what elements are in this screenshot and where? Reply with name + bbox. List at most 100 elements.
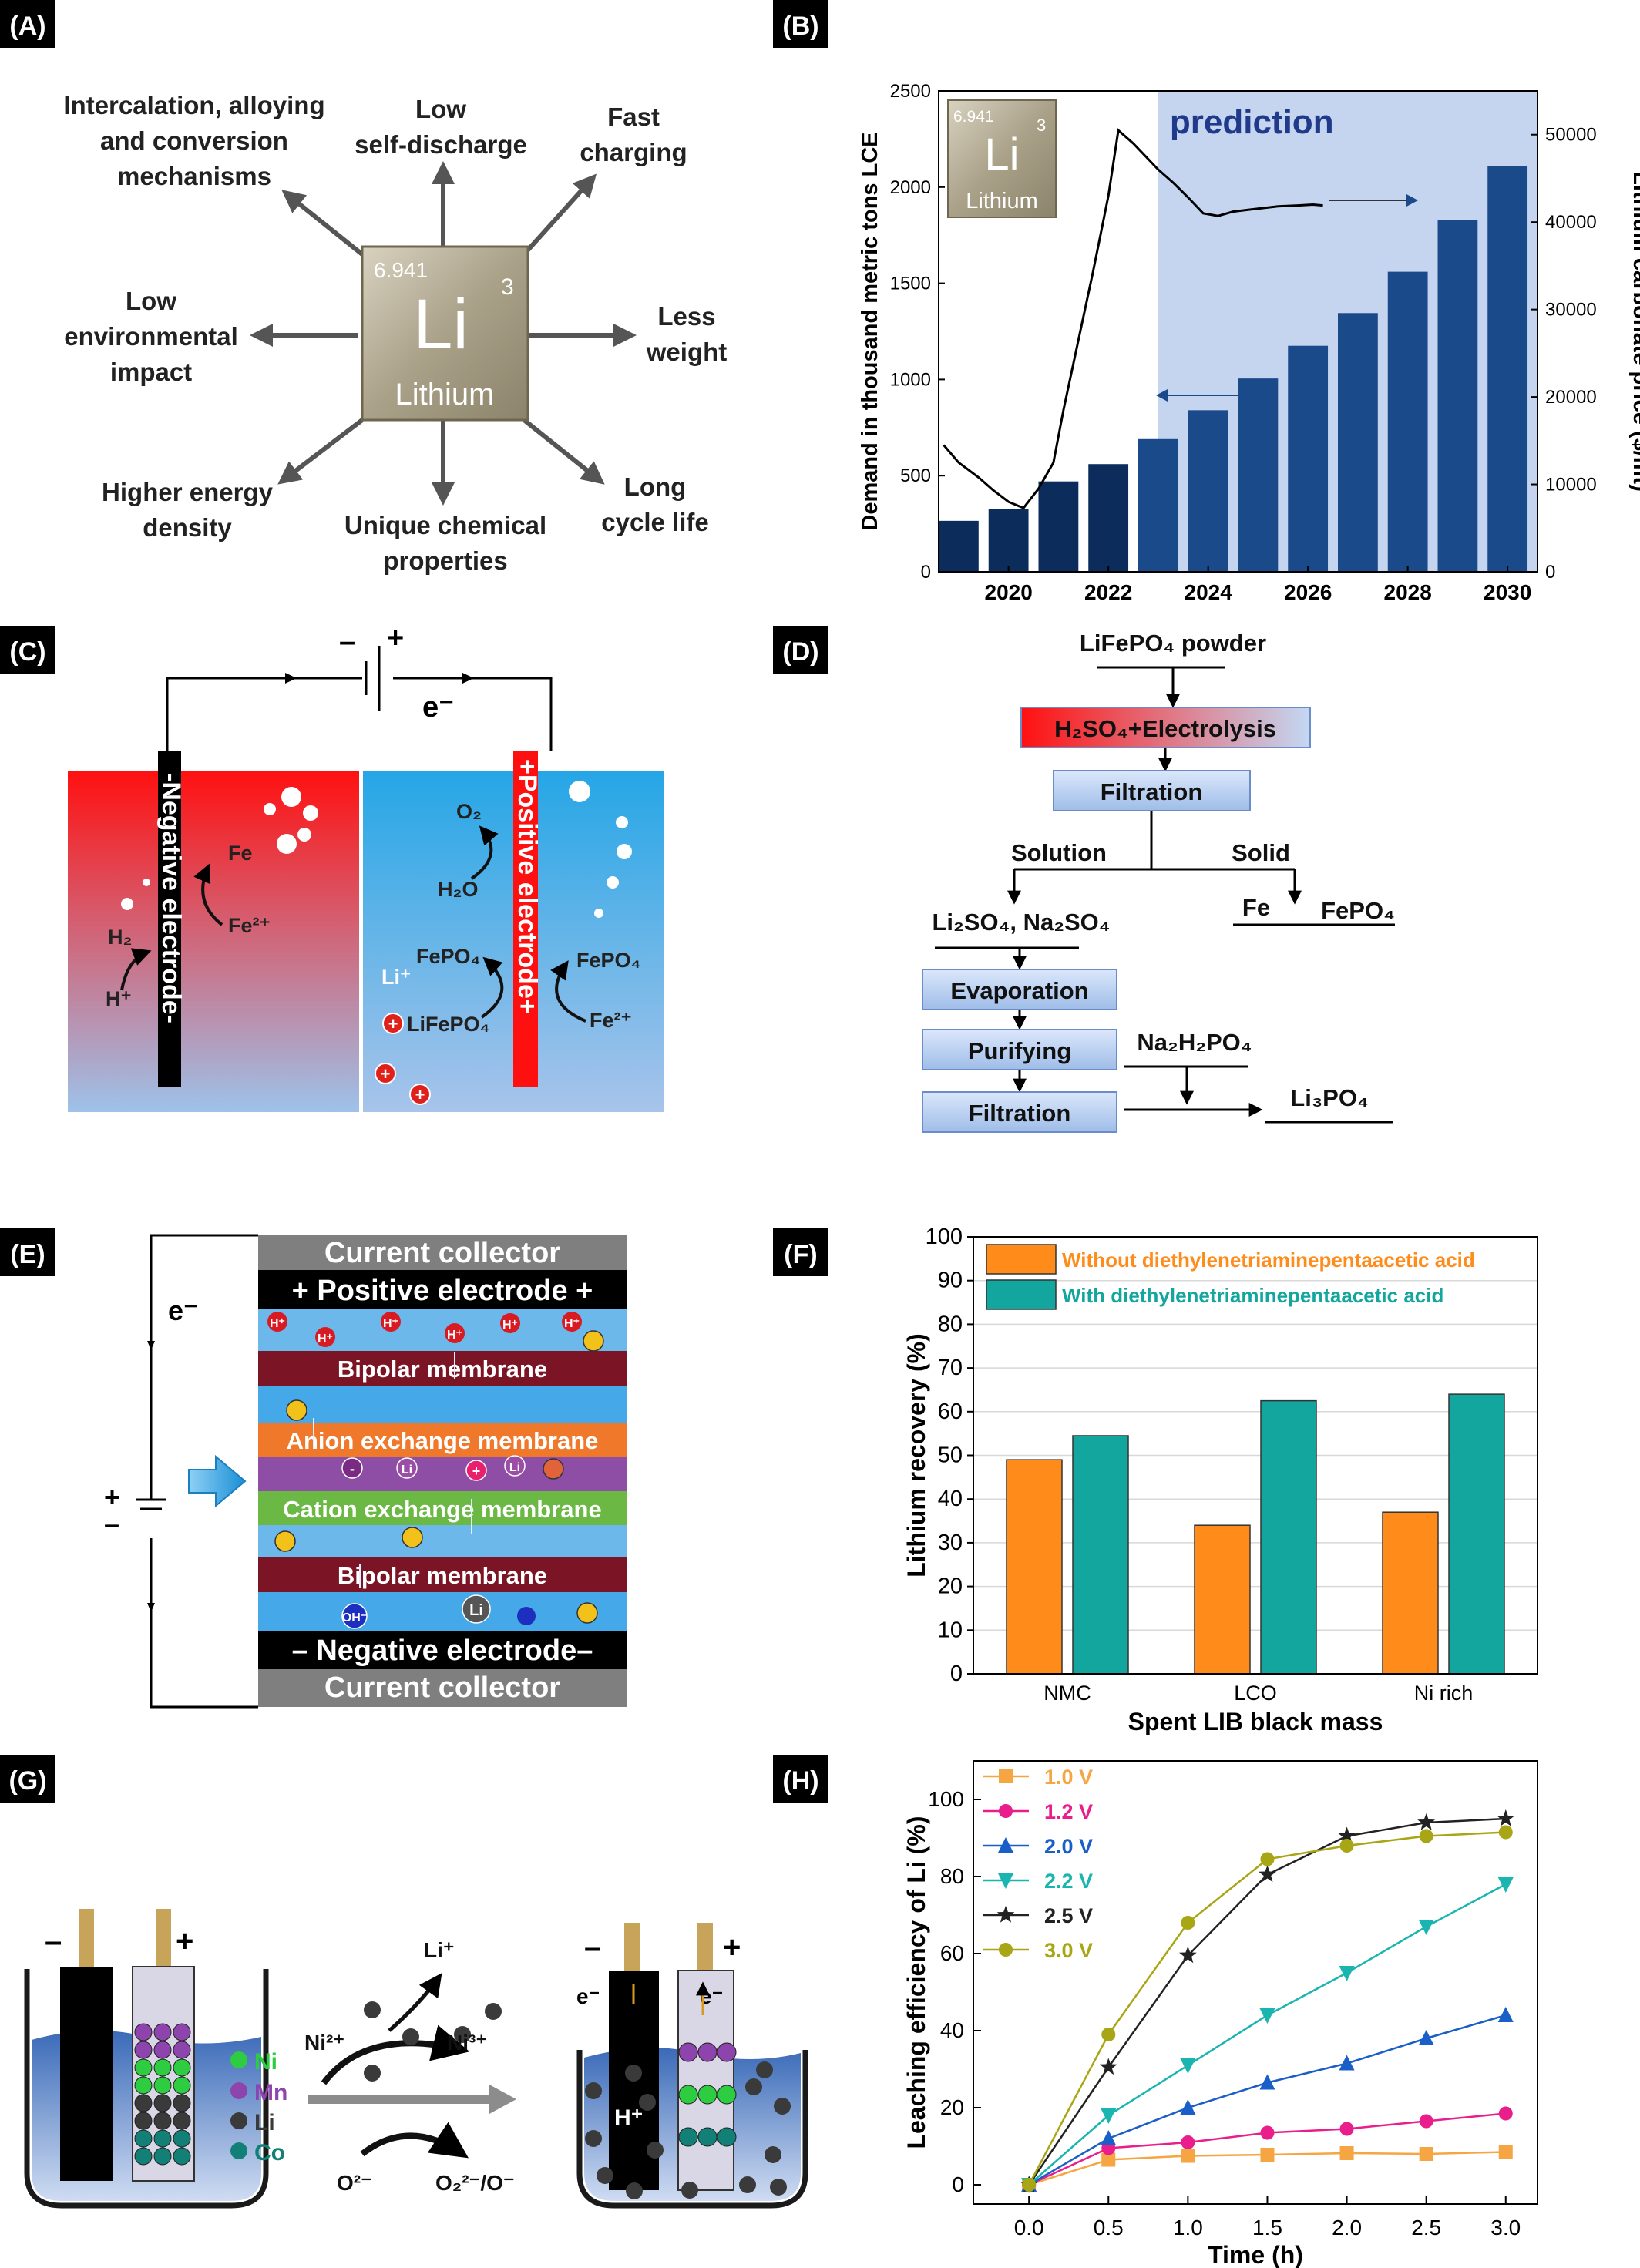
fe-label: Fe	[228, 842, 253, 865]
feature-chemical-1: Unique chemical	[344, 511, 546, 539]
cation-membrane	[258, 1491, 627, 1525]
particle-ni	[134, 2058, 153, 2077]
bar-nmc-1	[1072, 1435, 1129, 1675]
ion-plus-1: +	[388, 1014, 398, 1033]
o2-label: O₂	[456, 800, 482, 823]
lithium-recovery-chart: 0 10 20 30 40 50 60 70 80 90 100 NMC LCO Ni rich Witho…	[902, 1225, 1538, 1735]
marker-circle	[1498, 2106, 1513, 2121]
beaker-right	[576, 2050, 808, 2209]
ytick-label: 70	[938, 1356, 963, 1380]
demand-bar-2023	[1138, 438, 1178, 572]
particle-ni	[134, 2076, 153, 2095]
negative-electrode-label: -Negative electrode-	[156, 773, 186, 1023]
legend-label-2: 2.0 V	[1044, 1835, 1093, 1858]
marker-circle	[1419, 1829, 1433, 1843]
panel-g: (G) – + Ni Mn Li Co	[0, 1755, 808, 2209]
anion-membrane	[258, 1423, 627, 1457]
bipolar-membrane-2-label: Bipolar membrane	[338, 1562, 547, 1589]
panel-b-label: (B)	[782, 12, 818, 41]
panel-g-label-bg	[0, 1755, 55, 1803]
particle-co	[134, 2147, 153, 2166]
ytick-left-label: 0	[921, 562, 931, 583]
leaching-efficiency-chart: 0 20 40 60 80 100 0.0 0.5 1.0 1.5 2.0 2.5 3.0 1.0 V 1.…	[902, 1760, 1538, 2268]
marker-star	[1259, 1865, 1276, 1883]
li-ion-2: Li	[509, 1461, 520, 1474]
bar-lco-0	[1194, 1524, 1251, 1675]
li-ions: + + +	[375, 1013, 431, 1105]
circuit-plus: +	[104, 1481, 120, 1513]
feature-arrows	[250, 161, 637, 506]
demand-price-chart: prediction 0 500 1000 1500 2000 2500 0 10000 2000…	[858, 81, 1640, 604]
particle-mn	[697, 2042, 718, 2062]
lead-left-neg	[79, 1909, 94, 1967]
xtick-label: 0.0	[1014, 2216, 1044, 2239]
marker-circle	[1339, 1839, 1354, 1853]
demand-bar-2028	[1387, 271, 1428, 572]
xtick-label: 1.0	[1173, 2216, 1203, 2239]
wire-arrow-left	[285, 673, 297, 684]
feature-self-discharge-1: Low	[415, 95, 466, 123]
particle-co	[153, 2129, 172, 2148]
demand-bar-2024	[1188, 410, 1228, 572]
ytick-right-label: 40000	[1545, 212, 1597, 233]
marker-square	[1260, 2148, 1275, 2162]
particle-li	[173, 2112, 191, 2130]
marker-triangle-down	[1259, 2008, 1275, 2024]
filtration-step-1: Filtration	[1101, 778, 1203, 805]
ytick-label: 30	[938, 1530, 963, 1555]
particle-mn	[717, 2042, 737, 2062]
right-minus: –	[584, 1930, 601, 1964]
particle-mn	[153, 2041, 172, 2059]
flowchart: LiFePO₄ powder H₂SO₄+Electrolysis Filtra…	[922, 630, 1395, 1133]
marker-triangle-up	[1418, 2030, 1434, 2045]
particle-li	[134, 2112, 153, 2130]
ytick-left-label: 500	[900, 465, 931, 486]
hplus-label: H⁺	[106, 987, 132, 1010]
feature-environment-2: environmental	[64, 322, 238, 351]
legend-co: Co	[254, 2140, 285, 2166]
ytick-label: 60	[938, 1399, 963, 1424]
circuit-electron: e⁻	[168, 1295, 198, 1326]
solution-label: Solution	[1011, 839, 1107, 866]
marker-star	[996, 1906, 1015, 1923]
battery-plus: +	[387, 622, 404, 654]
particle-co	[173, 2147, 191, 2166]
electrolysis-step: H₂SO₄+Electrolysis	[1054, 715, 1276, 742]
bar-ni-rich-0	[1382, 1511, 1439, 1675]
legend-swatch-1	[986, 1279, 1057, 1310]
ni3-label: Ni³⁺	[447, 2031, 487, 2055]
xtick-label: LCO	[1234, 1682, 1277, 1705]
feature-cycle-life-1: Long	[624, 472, 687, 501]
wire-left	[166, 677, 362, 763]
anion-membrane-label: Anion exchange membrane	[287, 1427, 599, 1454]
panel-d-label: (D)	[782, 637, 818, 667]
element-name: Lithium	[395, 378, 495, 412]
h-plus-ion: H⁺	[502, 1319, 518, 1332]
panel-e-label: (E)	[10, 1240, 45, 1269]
lead-left-pos	[156, 1909, 171, 1967]
marker-circle	[999, 1943, 1013, 1957]
particle-mn	[134, 2023, 153, 2041]
inset-element-tile	[947, 99, 1057, 218]
marker-triangle-down	[1497, 1877, 1514, 1893]
marker-square	[1498, 2145, 1513, 2159]
particle-ni	[153, 2076, 172, 2095]
price-line	[943, 128, 1323, 510]
panel-h: (H) 0 20 40 60 80 100 0.0 0.5 1.0 1.5 2.0 2.5 3.0 1.0…	[773, 1755, 1538, 2268]
marker-circle	[1022, 2178, 1037, 2192]
feature-chemical-2: properties	[383, 546, 507, 575]
positive-electrode	[513, 751, 538, 1087]
feature-self-discharge-2: self-discharge	[355, 130, 527, 159]
panel-c-label-bg	[0, 626, 55, 674]
xtick-label: 2026	[1284, 580, 1332, 604]
annot-arrow-left-head	[1156, 389, 1168, 402]
element-symbol: Li	[413, 285, 469, 364]
marker-star	[1417, 1813, 1436, 1830]
particle-li	[173, 2094, 191, 2112]
legend-ni: Ni	[254, 2049, 277, 2075]
mechanism-labels: Li⁺ Ni²⁺ Ni³⁺ O²⁻ O₂²⁻/O⁻	[304, 1938, 515, 2195]
ytick-label: 20	[940, 2095, 964, 2119]
ytick-label: 40	[940, 2018, 964, 2042]
particle-ni	[697, 2085, 718, 2105]
h-plus-ion: H⁺	[447, 1329, 462, 1342]
